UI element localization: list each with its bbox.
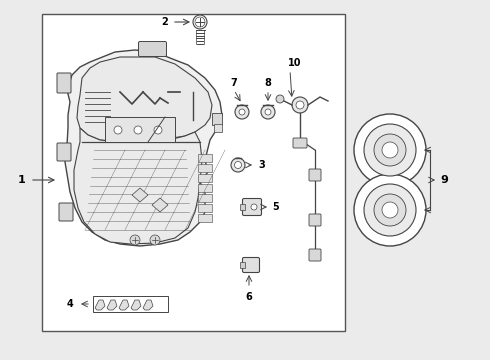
Bar <box>198 154 212 162</box>
Text: 9: 9 <box>440 175 448 185</box>
FancyBboxPatch shape <box>309 249 321 261</box>
Bar <box>93 296 168 312</box>
Polygon shape <box>95 300 105 310</box>
Bar <box>214 124 222 132</box>
Polygon shape <box>107 300 117 310</box>
Circle shape <box>364 124 416 176</box>
Polygon shape <box>77 57 212 142</box>
Bar <box>198 164 212 172</box>
Circle shape <box>251 204 257 210</box>
Bar <box>212 113 222 125</box>
FancyBboxPatch shape <box>59 203 73 221</box>
FancyBboxPatch shape <box>57 73 71 93</box>
Bar <box>198 184 212 192</box>
Polygon shape <box>131 300 141 310</box>
Bar <box>240 204 245 210</box>
FancyBboxPatch shape <box>243 257 260 273</box>
Text: 4: 4 <box>66 299 73 309</box>
Circle shape <box>354 114 426 186</box>
Polygon shape <box>119 300 129 310</box>
Circle shape <box>364 184 416 236</box>
Polygon shape <box>132 188 148 202</box>
Bar <box>240 262 245 268</box>
Bar <box>198 194 212 202</box>
Circle shape <box>114 126 122 134</box>
Text: 2: 2 <box>161 17 168 27</box>
Polygon shape <box>65 50 222 246</box>
Polygon shape <box>74 128 202 244</box>
Polygon shape <box>152 198 168 212</box>
FancyBboxPatch shape <box>139 41 167 57</box>
Circle shape <box>354 174 426 246</box>
Circle shape <box>150 235 160 245</box>
FancyBboxPatch shape <box>57 143 71 161</box>
Circle shape <box>134 126 142 134</box>
Circle shape <box>235 105 249 119</box>
Circle shape <box>261 105 275 119</box>
Text: 7: 7 <box>231 78 237 88</box>
FancyBboxPatch shape <box>309 214 321 226</box>
Polygon shape <box>143 300 153 310</box>
Circle shape <box>265 109 271 115</box>
Text: 5: 5 <box>272 202 279 212</box>
Circle shape <box>276 95 284 103</box>
Bar <box>198 174 212 182</box>
FancyBboxPatch shape <box>293 138 307 148</box>
FancyBboxPatch shape <box>309 169 321 181</box>
Bar <box>198 204 212 212</box>
Circle shape <box>296 101 304 109</box>
Circle shape <box>374 134 406 166</box>
Circle shape <box>382 142 398 158</box>
Circle shape <box>292 97 308 113</box>
Text: 8: 8 <box>265 78 271 88</box>
Text: 3: 3 <box>258 160 265 170</box>
Text: 1: 1 <box>18 175 26 185</box>
Bar <box>42 14 345 331</box>
Circle shape <box>374 194 406 226</box>
Circle shape <box>193 15 207 29</box>
Text: 10: 10 <box>288 58 302 68</box>
FancyBboxPatch shape <box>243 198 262 216</box>
Circle shape <box>130 235 140 245</box>
Circle shape <box>382 202 398 218</box>
Bar <box>198 214 212 222</box>
Circle shape <box>231 158 245 172</box>
Circle shape <box>235 162 242 168</box>
Bar <box>105 117 175 142</box>
Circle shape <box>239 109 245 115</box>
Text: 6: 6 <box>245 292 252 302</box>
Circle shape <box>154 126 162 134</box>
